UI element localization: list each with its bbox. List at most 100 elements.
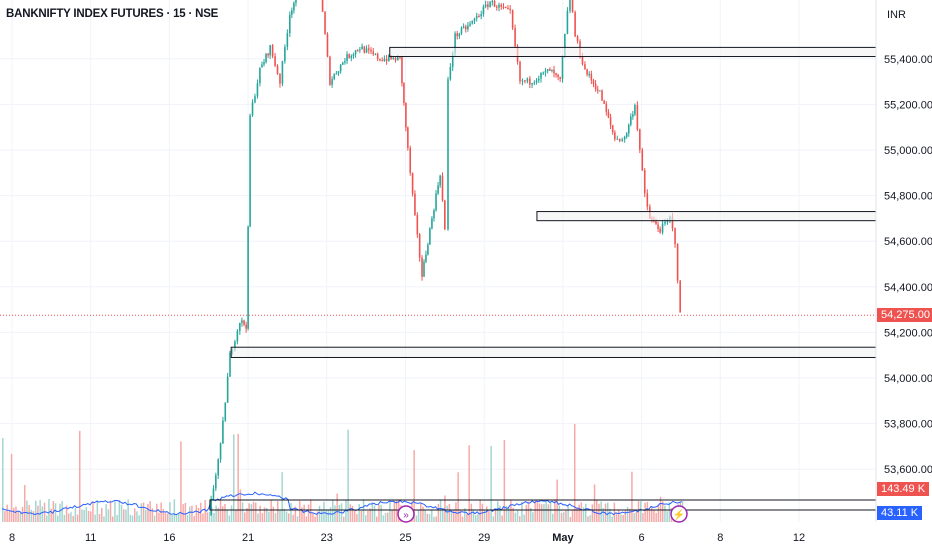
volume-bar <box>574 423 576 522</box>
volume-bar <box>431 509 433 522</box>
candle-body <box>621 139 624 141</box>
volume-bar <box>54 503 57 522</box>
volume-bar <box>620 514 622 522</box>
volume-bar <box>4 511 6 522</box>
volume-bar <box>17 510 19 522</box>
volume-bar <box>134 508 136 522</box>
candle-body <box>359 49 361 51</box>
volume-bar <box>393 501 396 522</box>
support-resistance-zone <box>536 211 877 222</box>
volume-bar <box>499 505 501 522</box>
volume-bar <box>323 501 325 522</box>
volume-bar <box>492 516 495 522</box>
symbol-title: BANKNIFTY INDEX FUTURES · 15 · NSE <box>6 8 219 20</box>
volume-bar <box>57 515 59 522</box>
volume-bar <box>257 513 259 522</box>
volume-bar <box>655 512 657 522</box>
volume-bar <box>274 513 277 522</box>
volume-bar <box>292 514 294 522</box>
candle-body <box>224 402 227 421</box>
volume-bar <box>497 501 499 522</box>
candle-body <box>365 48 368 53</box>
volume-bar <box>593 484 596 522</box>
volume-bar <box>413 450 415 522</box>
volume-bar <box>72 516 74 522</box>
candle-body <box>475 16 478 19</box>
split-icon[interactable]: » <box>397 505 415 523</box>
volume-bar <box>356 514 358 522</box>
candle-body <box>425 254 427 262</box>
volume-bar <box>494 509 497 522</box>
candle-body <box>245 324 247 329</box>
candle-body <box>561 56 564 79</box>
volume-bar <box>338 505 341 522</box>
candle-body <box>407 127 409 148</box>
volume-bar <box>563 512 565 522</box>
candle-body <box>618 138 621 141</box>
lightning-icon[interactable]: ⚡ <box>670 505 688 523</box>
candle-body <box>403 83 405 103</box>
volume-bar <box>2 438 4 522</box>
candle-body <box>544 71 547 73</box>
volume-bar <box>65 505 68 522</box>
candle-body <box>576 36 579 42</box>
y-tick-label: 54,000.00 <box>884 373 932 385</box>
candle-body <box>234 341 236 350</box>
volume-bar <box>30 509 33 522</box>
candle-body <box>614 132 616 140</box>
candle-body <box>566 10 569 34</box>
volume-bar <box>10 453 13 522</box>
x-tick-label: May <box>552 532 574 544</box>
volume-bar <box>131 515 134 522</box>
event-icon-circle <box>670 505 688 523</box>
y-tick-label: 54,400.00 <box>884 282 932 294</box>
volume-bar <box>576 507 578 522</box>
candle-body <box>460 27 463 34</box>
candle-body <box>636 105 639 130</box>
candle-body <box>625 133 628 137</box>
volume-bar <box>505 505 508 522</box>
volume-bar <box>321 509 323 522</box>
candle-body <box>367 48 370 50</box>
volume-bar <box>439 500 442 522</box>
volume-bar <box>125 509 127 522</box>
candle-body <box>226 376 229 403</box>
candle-body <box>616 138 619 140</box>
candle-body <box>627 124 630 134</box>
volume-bar <box>609 508 611 522</box>
candle-body <box>676 244 679 281</box>
candle-body <box>219 443 222 460</box>
volume-bar <box>101 507 103 522</box>
candle-body <box>646 193 649 207</box>
candle-body <box>321 0 324 12</box>
volume-bar <box>112 516 114 522</box>
volume-bar <box>332 499 334 522</box>
volume-bar <box>109 500 112 522</box>
volume-bar <box>534 500 536 522</box>
candle-body <box>399 56 401 58</box>
volume-bar <box>538 503 541 522</box>
volume-bar <box>611 516 613 522</box>
volume-bar <box>15 506 17 522</box>
candle-body <box>549 69 551 71</box>
candle-body <box>335 73 338 75</box>
candle-body <box>239 322 241 331</box>
candle-body <box>370 49 372 52</box>
support-resistance-zone <box>230 346 877 358</box>
volume-bar <box>472 510 475 522</box>
candle-body <box>215 475 217 489</box>
volume-bar <box>244 512 246 522</box>
volume-bar <box>246 508 248 522</box>
x-tick-label: 8 <box>717 532 723 544</box>
volume-bar <box>635 511 638 522</box>
volume-bar <box>659 496 662 522</box>
volume-bar <box>457 472 459 522</box>
volume-bar <box>94 514 96 522</box>
volume-bar <box>61 501 63 522</box>
volume-bar <box>239 489 242 522</box>
volume-bar <box>123 509 125 522</box>
x-tick-label: 8 <box>9 532 15 544</box>
candle-body <box>286 33 289 47</box>
volume-bar <box>85 506 88 522</box>
